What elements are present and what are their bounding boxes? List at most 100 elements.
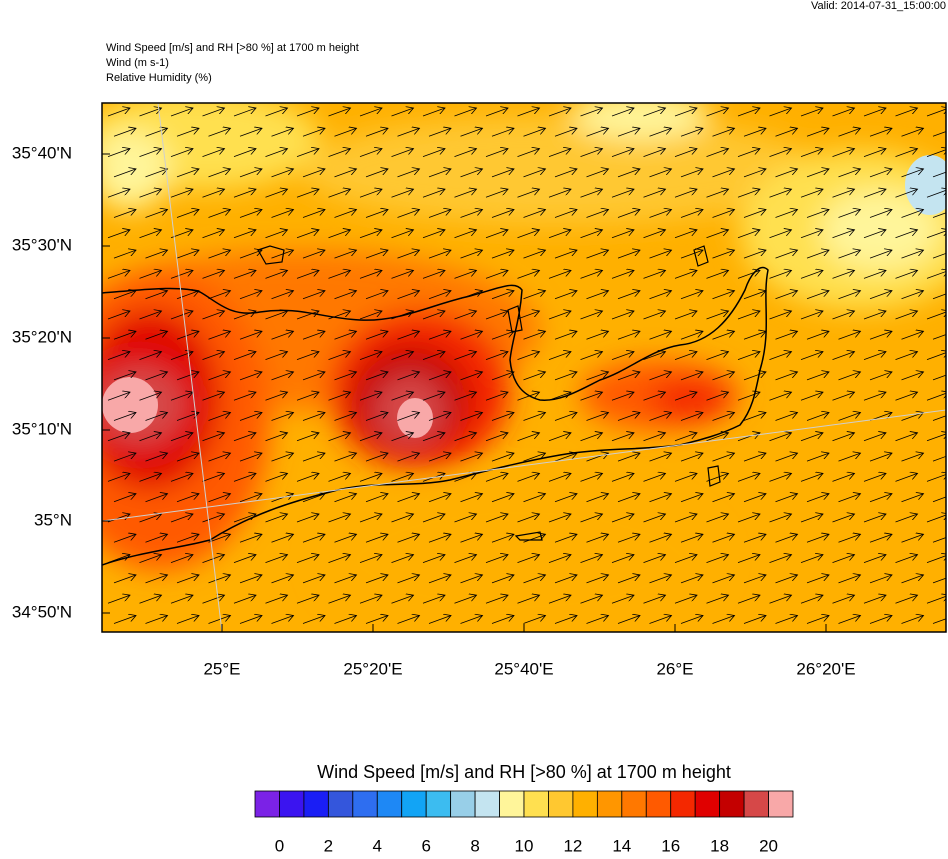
wind-arrow xyxy=(617,128,640,137)
colorbar-box xyxy=(450,790,476,818)
wind-arrow xyxy=(580,555,603,563)
wind-arrow xyxy=(359,311,382,320)
wind-arrow xyxy=(580,311,603,320)
wind-arrow xyxy=(271,534,294,543)
wind-arrow xyxy=(737,311,760,320)
wind-arrow xyxy=(202,189,225,198)
wind-arrow xyxy=(391,555,414,563)
wind-arrow xyxy=(239,494,262,503)
wind-arrow xyxy=(863,352,886,360)
wind-arrow xyxy=(800,189,823,198)
wind-arrow xyxy=(674,108,697,117)
wind-arrow xyxy=(643,352,666,360)
wind-arrow xyxy=(485,433,508,442)
wind-arrow xyxy=(359,473,382,482)
wind-arrow xyxy=(265,473,288,482)
lon-label: 25°E xyxy=(203,659,240,678)
wind-arrow xyxy=(863,149,886,157)
title-line: Wind (m s-1) xyxy=(106,57,169,69)
wind-arrow xyxy=(548,311,571,320)
wind-arrow xyxy=(491,413,514,421)
wind-arrow xyxy=(523,128,546,137)
wind-arrow xyxy=(617,372,640,381)
wind-arrow xyxy=(176,210,199,218)
wind-arrow xyxy=(932,212,946,218)
wind-arrow xyxy=(422,392,445,401)
wind-arrow xyxy=(800,352,823,360)
wind-arrow xyxy=(706,473,729,482)
wind-arrow xyxy=(617,494,640,503)
wind-arrow xyxy=(863,311,886,320)
wind-arrow xyxy=(643,108,666,117)
wind-arrow xyxy=(895,270,918,279)
wind-arrow xyxy=(208,372,231,381)
wind-arrow xyxy=(428,575,451,584)
wind-arrow xyxy=(838,534,861,543)
wind-arrow xyxy=(643,311,666,320)
wind-arrow xyxy=(365,372,388,381)
wind-arrow xyxy=(649,494,672,503)
wind-arrow xyxy=(611,270,634,279)
wind-arrow xyxy=(391,392,414,401)
wind-arrow xyxy=(460,331,483,340)
wind-arrow xyxy=(674,595,697,604)
wind-arrow xyxy=(586,413,609,421)
wind-arrow xyxy=(113,331,136,340)
wind-arrow xyxy=(832,149,855,157)
wind-arrow xyxy=(712,616,735,624)
wind-arrow xyxy=(428,453,451,462)
wind-arrow xyxy=(643,392,666,401)
wind-arrow xyxy=(706,595,729,604)
wind-arrow xyxy=(895,311,918,320)
wind-arrow xyxy=(334,331,357,340)
wind-arrow xyxy=(176,534,199,543)
colorbar-box xyxy=(694,790,721,818)
wind-arrow xyxy=(170,595,193,604)
wind-arrow xyxy=(460,453,483,462)
wind-arrow xyxy=(422,433,445,442)
wind-arrow xyxy=(491,331,514,340)
wind-arrow xyxy=(454,514,477,523)
wind-arrow xyxy=(428,616,451,624)
wind-arrow xyxy=(800,433,823,442)
wind-arrow xyxy=(712,494,735,503)
wind-arrow xyxy=(208,616,231,624)
lon-label: 25°20'E xyxy=(343,659,402,678)
wind-arrow xyxy=(202,473,225,482)
wind-arrow xyxy=(517,352,540,360)
wind-arrow xyxy=(334,575,357,584)
wind-arrow xyxy=(334,128,357,137)
wind-arrow xyxy=(869,250,892,259)
wind-arrow xyxy=(517,270,540,279)
wind-arrow xyxy=(674,473,697,482)
wind-arrow xyxy=(523,331,546,340)
wind-arrow xyxy=(775,534,798,543)
wind-arrow xyxy=(334,210,357,218)
wind-arrow xyxy=(454,189,477,198)
wind-arrow xyxy=(800,473,823,482)
wind-arrow xyxy=(266,636,288,644)
graticule xyxy=(102,409,946,522)
wind-arrow xyxy=(801,636,823,644)
wind-arrow xyxy=(359,108,382,117)
wind-arrow xyxy=(359,514,382,523)
wind-arrow xyxy=(296,108,319,117)
wind-arrow xyxy=(806,331,829,340)
lat-label: 35°20'N xyxy=(12,327,72,346)
colorbar-label: 10 xyxy=(515,836,534,854)
wind-arrow xyxy=(302,250,325,259)
wind-arrow xyxy=(265,595,288,604)
wind-arrow xyxy=(706,555,729,563)
wind-arrow xyxy=(491,575,514,584)
wind-arrow xyxy=(932,293,946,300)
wind-arrow xyxy=(145,291,168,300)
wind-arrow xyxy=(712,128,735,137)
wind-arrow xyxy=(107,392,130,401)
wind-arrow xyxy=(422,270,445,279)
wind-arrow xyxy=(296,555,319,563)
wind-arrow xyxy=(737,108,760,117)
wind-arrow xyxy=(712,169,735,178)
wind-arrow xyxy=(397,453,420,462)
colorbar-label: 4 xyxy=(373,836,382,854)
wind-arrow xyxy=(863,433,886,442)
